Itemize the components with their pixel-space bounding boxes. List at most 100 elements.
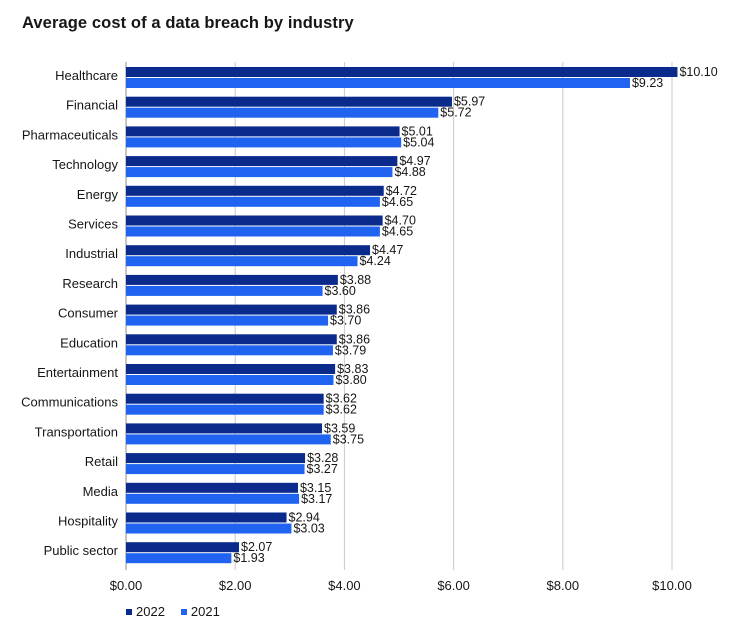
value-label-2022: $3.59 [324, 421, 355, 435]
value-label-2022: $2.94 [289, 511, 320, 525]
bar-2022 [126, 453, 306, 464]
bar-2022 [126, 126, 400, 137]
bar-2021 [126, 523, 292, 534]
bar-2021 [126, 315, 329, 326]
bar-2021 [126, 285, 323, 296]
bar-2021 [126, 167, 393, 178]
bar-2021 [126, 137, 402, 148]
bar-2021 [126, 404, 324, 415]
value-label-2022: $3.86 [339, 303, 370, 317]
value-label-2021: $3.27 [307, 462, 338, 476]
value-label-2021: $5.72 [440, 106, 471, 120]
value-label-2022: $5.97 [454, 95, 485, 109]
bar-2021 [126, 345, 333, 356]
legend-swatch-2022 [126, 608, 132, 615]
category-label: Services [68, 217, 118, 232]
value-label-2021: $4.88 [394, 165, 425, 179]
legend: 2022 2021 [126, 604, 220, 619]
value-label-2022: $4.72 [386, 184, 417, 198]
bar-2021 [126, 434, 331, 445]
legend-swatch-2021 [180, 608, 187, 615]
x-tick-label: $10.00 [652, 578, 692, 593]
bar-2022 [126, 512, 287, 523]
category-label: Education [60, 335, 118, 350]
value-label-2021: $3.79 [335, 343, 366, 357]
value-label-2021: $4.24 [360, 254, 391, 268]
x-tick-label: $0.00 [110, 578, 143, 593]
value-label-2022: $3.28 [307, 451, 338, 465]
category-label: Retail [85, 454, 118, 469]
category-label: Communications [21, 395, 118, 410]
bar-2022 [126, 185, 384, 196]
value-label-2021: $3.70 [330, 314, 361, 328]
value-label-2022: $5.01 [402, 124, 433, 138]
bar-2021 [126, 107, 439, 118]
category-label: Technology [52, 157, 118, 172]
value-label-2022: $3.83 [337, 362, 368, 376]
bar-2022 [126, 542, 240, 553]
bar-2021 [126, 256, 358, 267]
bar-2021 [126, 493, 300, 504]
x-tick-label: $2.00 [219, 578, 252, 593]
value-label-2022: $4.47 [372, 243, 403, 257]
bar-2022 [126, 423, 323, 434]
category-label: Public sector [44, 543, 119, 558]
value-labels: $10.10 $9.23 $5.97$5.72 $5.01$5.04 $4.97$4.8… [233, 65, 717, 565]
category-label: Transportation [35, 424, 118, 439]
category-label: Media [83, 484, 119, 499]
bar-2021 [126, 226, 380, 237]
category-label: Energy [77, 187, 119, 202]
x-axis-ticks: $0.00 $2.00 $4.00 $6.00 $8.00 $10.00 [110, 578, 692, 593]
value-label-2021: $4.65 [382, 195, 413, 209]
bar-2022 [126, 245, 371, 256]
bar-2022 [126, 482, 298, 493]
category-label: Hospitality [58, 514, 118, 529]
value-label-2021: $3.62 [326, 403, 357, 417]
category-label: Entertainment [37, 365, 118, 380]
value-label-2021: $3.80 [335, 373, 366, 387]
bar-2022 [126, 274, 338, 285]
bar-2021 [126, 196, 380, 207]
chart-title: Average cost of a data breach by industr… [22, 14, 354, 32]
value-label-2021: $3.17 [301, 492, 332, 506]
legend-label-2021: 2021 [190, 604, 220, 619]
value-label-2022: $2.07 [241, 540, 272, 554]
category-labels: Healthcare Financial Pharmaceuticals Techno… [21, 68, 119, 558]
category-label: Healthcare [55, 68, 118, 83]
category-label: Consumer [58, 306, 119, 321]
legend-item-2022: 2022 [126, 604, 165, 619]
category-label: Industrial [65, 246, 118, 261]
value-label-2022: $3.86 [339, 332, 370, 346]
value-label-2021: $3.75 [333, 432, 364, 446]
x-tick-label: $4.00 [328, 578, 361, 593]
bar-2022 [126, 334, 337, 345]
bar-2021 [126, 375, 334, 385]
bar-2022 [126, 96, 452, 107]
value-label-2022: $4.97 [399, 154, 430, 168]
bar-2022 [126, 67, 678, 77]
value-label-2022: $3.15 [300, 481, 331, 495]
value-label-2021: $3.03 [293, 522, 324, 536]
value-label-2022: $3.88 [340, 273, 371, 287]
value-label-2022: $4.70 [385, 214, 416, 228]
value-label-2021: $1.93 [233, 551, 264, 565]
value-label-2021: $5.04 [403, 135, 434, 149]
legend-item-2021: 2021 [180, 604, 220, 619]
value-label-2022: $3.62 [326, 392, 357, 406]
value-label-2022: $10.10 [679, 65, 717, 79]
bar-2021 [126, 78, 630, 88]
bar-2022 [126, 215, 383, 226]
category-label: Research [62, 276, 118, 291]
bar-2022 [126, 393, 324, 404]
bar-2022 [126, 304, 337, 315]
legend-label-2022: 2022 [136, 604, 165, 619]
value-label-2021: $4.65 [382, 225, 413, 239]
x-tick-label: $8.00 [547, 578, 580, 593]
category-label: Pharmaceuticals [22, 127, 119, 142]
x-tick-label: $6.00 [437, 578, 470, 593]
bar-2022 [126, 156, 398, 167]
value-label-2021: $3.60 [325, 284, 356, 298]
category-label: Financial [66, 98, 118, 113]
bar-2021 [126, 464, 305, 475]
